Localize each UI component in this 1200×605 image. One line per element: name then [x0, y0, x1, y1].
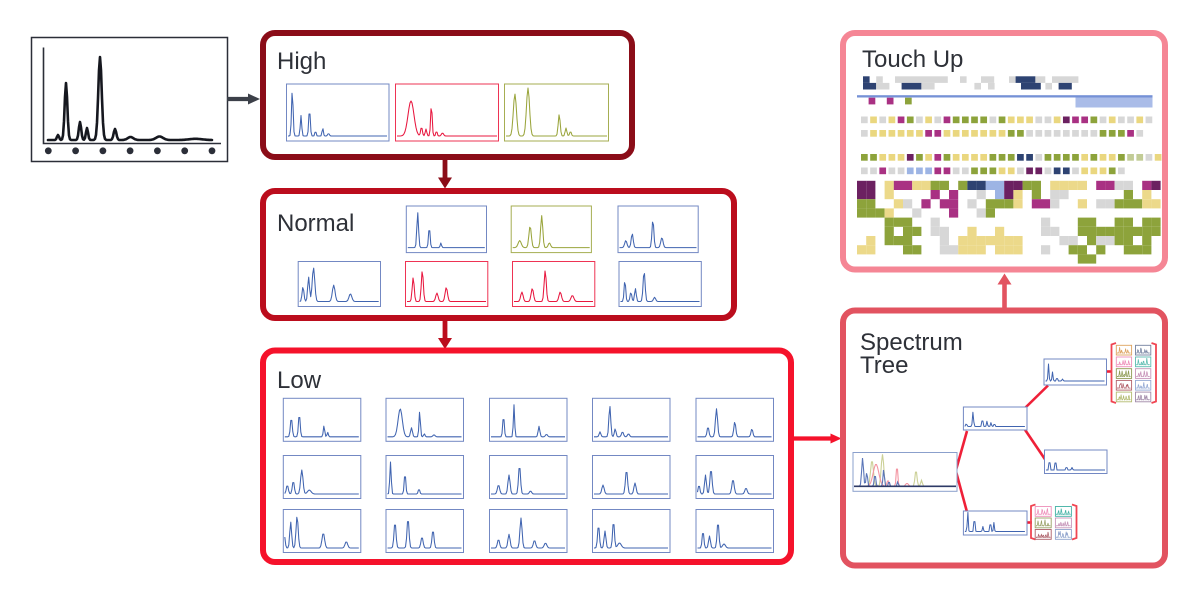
svg-text:Touch Up: Touch Up	[862, 46, 963, 73]
svg-text:Spectrum: Spectrum	[860, 329, 963, 356]
svg-text:Low: Low	[277, 367, 322, 394]
svg-text:Normal: Normal	[277, 210, 354, 237]
svg-text:High: High	[277, 48, 326, 75]
svg-text:Tree: Tree	[860, 352, 908, 379]
